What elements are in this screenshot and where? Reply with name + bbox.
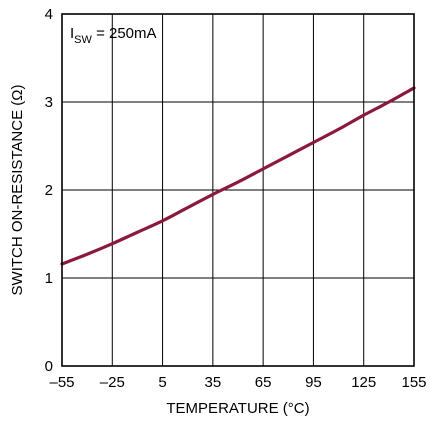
x-tick-label: 5 (158, 374, 166, 391)
grid (62, 14, 414, 366)
series-layer (60, 86, 416, 266)
x-tick-label: –55 (49, 374, 74, 391)
x-tick-label: 155 (401, 374, 426, 391)
y-tick-label: 0 (45, 358, 53, 375)
current-annotation: ISW = 250mA (70, 25, 157, 46)
x-tick-labels: –55 –25 5 35 65 95 125 155 (49, 374, 426, 391)
y-tick-label: 2 (45, 182, 53, 199)
y-tick-label: 3 (45, 94, 53, 111)
y-axis-label: SWITCH ON-RESISTANCE (Ω) (9, 85, 26, 296)
annotation-rest: = 250mA (92, 25, 157, 42)
y-tick-label: 1 (45, 270, 53, 287)
x-tick-label: 35 (205, 374, 222, 391)
y-tick-labels: 0 1 2 3 4 (45, 6, 53, 375)
x-axis-label: TEMPERATURE (°C) (166, 400, 309, 417)
x-tick-label: –25 (100, 374, 125, 391)
x-tick-label: 65 (255, 374, 272, 391)
annotation-main: I (70, 25, 74, 42)
plot-frame (61, 13, 415, 367)
y-tick-label: 4 (45, 6, 53, 23)
x-tick-label: 95 (305, 374, 322, 391)
annotation-subscript: SW (74, 34, 92, 46)
x-tick-label: 125 (351, 374, 376, 391)
series-line (60, 86, 416, 266)
